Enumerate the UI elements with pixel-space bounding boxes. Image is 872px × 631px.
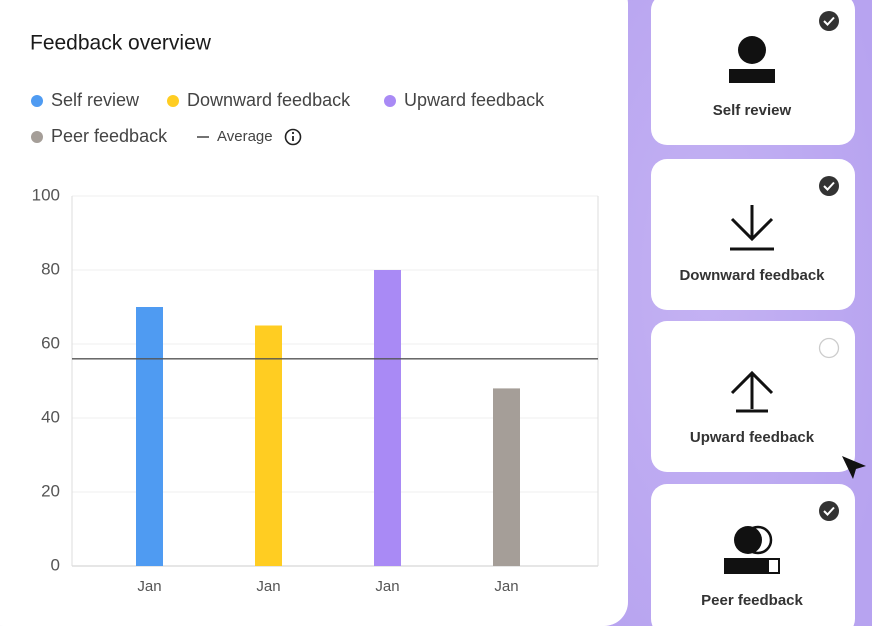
y-tick-label: 20 [41,481,60,500]
x-tick-label: Jan [375,578,399,595]
icon [730,205,774,251]
icon [729,69,775,83]
card-label: Peer feedback [701,592,803,609]
info-icon-dot [291,131,295,135]
icon [725,559,769,573]
icon [730,370,774,413]
y-tick-label: 0 [51,555,60,574]
legend-dot[interactable] [384,95,396,107]
card-bg[interactable] [651,484,855,631]
feedback-card[interactable]: Upward feedback [651,321,855,472]
check-on[interactable] [819,11,839,31]
bar [374,270,401,566]
x-tick-label: Jan [494,578,518,595]
chart-title: Feedback overview [30,32,212,55]
x-tick-label: Jan [137,578,161,595]
card-label: Upward feedback [690,429,815,446]
bar [493,388,520,566]
legend-label[interactable]: Downward feedback [187,90,351,110]
check-mark [823,16,835,26]
legend-label[interactable]: Peer feedback [51,126,168,146]
icon [734,526,762,554]
y-tick-label: 80 [41,259,60,278]
bar [255,325,282,566]
check-off[interactable] [818,337,840,359]
x-tick-label: Jan [256,578,280,595]
check-on[interactable] [819,176,839,196]
card-label: Downward feedback [679,267,825,284]
feedback-card[interactable]: Peer feedback [651,484,855,631]
legend-dot[interactable] [167,95,179,107]
bar [136,307,163,566]
y-tick-label: 40 [41,407,60,426]
icon [738,36,766,64]
legend-dot[interactable] [31,131,43,143]
legend-label[interactable]: Upward feedback [404,90,545,110]
check-mark [823,506,835,516]
card-label: Self review [713,102,792,119]
y-tick-label: 60 [41,333,60,352]
y-tick-label: 100 [32,185,60,204]
feedback-card[interactable]: Self review [651,0,855,145]
legend-dot[interactable] [31,95,43,107]
check-mark [823,181,835,191]
cursor [842,456,866,479]
feedback-card[interactable]: Downward feedback [651,159,855,310]
legend-average-label: Average [217,128,273,145]
legend-label[interactable]: Self review [51,90,140,110]
check-on[interactable] [819,501,839,521]
info-icon[interactable] [284,128,302,146]
